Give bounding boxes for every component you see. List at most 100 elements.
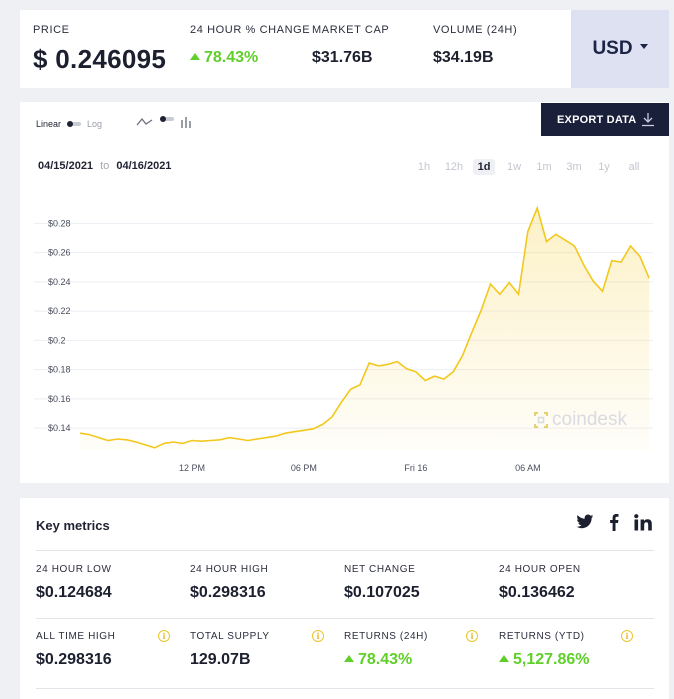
range-1h[interactable]: 1h xyxy=(409,161,439,173)
divider xyxy=(36,550,654,551)
range-1w[interactable]: 1w xyxy=(499,161,529,173)
chevron-down-icon xyxy=(639,44,648,49)
info-icon[interactable]: i xyxy=(621,630,633,642)
range-3m[interactable]: 3m xyxy=(559,161,589,173)
metric-label: ALL TIME HIGH xyxy=(36,631,116,642)
export-label: EXPORT DATA xyxy=(557,113,637,126)
log-label: Log xyxy=(87,119,103,129)
y-tick-label: $0.14 xyxy=(48,423,71,433)
range-label: 3m xyxy=(566,161,582,173)
watermark-text: coindesk xyxy=(552,409,627,430)
chart-type-toggle xyxy=(160,116,174,122)
currency-symbol: $ xyxy=(33,44,48,74)
price-chart: $0.14$0.16$0.18$0.2$0.22$0.24$0.26$0.28 … xyxy=(34,205,653,473)
chart-type-switch[interactable] xyxy=(160,116,174,122)
market-cap-value: $31.76B xyxy=(312,49,373,66)
metric-number: $0.136462 xyxy=(499,584,575,601)
info-icon[interactable]: i xyxy=(466,630,478,642)
metric-value: 129.07B xyxy=(190,651,251,669)
twitter-icon[interactable] xyxy=(576,514,594,530)
range-label: 1h xyxy=(417,161,431,173)
price-chart-card: $0.14 $0.16 $0.18 $0.2 $0.22 $0.24 $0.26 $0.28 … xyxy=(20,102,669,483)
metric-24-hour-high: 24 HOUR HIGH $0.298316 xyxy=(190,564,340,604)
up-arrow-icon xyxy=(499,655,509,662)
range-label: 12h xyxy=(444,161,464,173)
up-arrow-icon xyxy=(190,53,200,60)
change-value: 78.43% xyxy=(190,49,258,67)
y-tick-label: $0.26 xyxy=(48,248,71,258)
metric-number: 5,127.86% xyxy=(513,651,590,668)
range-all[interactable]: all xyxy=(619,161,649,173)
key-metrics-title: Key metrics xyxy=(36,518,110,533)
metric-number: $0.298316 xyxy=(190,584,266,601)
time-range-selector: 1h 12h 1d 1w 1m 3m 1y all xyxy=(409,159,649,175)
range-12h[interactable]: 12h xyxy=(439,161,469,173)
price-line xyxy=(79,205,650,449)
metric-label: 24 HOUR OPEN xyxy=(499,564,581,575)
metric-total-supply: TOTAL SUPPLY 129.07B i xyxy=(190,630,340,671)
metric-returns-24h: RETURNS (24H) 78.43% i xyxy=(344,630,494,671)
price-label: PRICE xyxy=(33,24,70,36)
x-tick-label: 12 PM xyxy=(179,463,205,473)
x-tick-label: 06 PM xyxy=(291,463,317,473)
price-header: PRICE $ 0.246095 24 HOUR % CHANGE 78.43%… xyxy=(20,10,669,88)
linkedin-icon[interactable] xyxy=(634,514,654,531)
range-label: 1m xyxy=(536,161,552,173)
currency-dropdown[interactable]: USD xyxy=(571,10,669,88)
range-1m[interactable]: 1m xyxy=(529,161,559,173)
currency-label: USD xyxy=(592,38,633,59)
volume-label: VOLUME (24H) xyxy=(433,24,518,36)
y-tick-label: $0.18 xyxy=(48,365,71,375)
market-cap-label: MARKET CAP xyxy=(312,24,390,36)
metric-value: 78.43% xyxy=(344,651,412,669)
facebook-icon[interactable] xyxy=(609,513,619,531)
divider xyxy=(36,688,654,689)
price-number: 0.246095 xyxy=(55,44,167,74)
range-1d[interactable]: 1d xyxy=(469,159,499,175)
info-icon[interactable]: i xyxy=(158,630,170,642)
metric-value: $0.124684 xyxy=(36,584,112,602)
range-label: all xyxy=(628,161,640,173)
price-value: $ 0.246095 xyxy=(33,44,166,75)
range-1y[interactable]: 1y xyxy=(589,161,619,173)
date-from[interactable]: 04/15/2021 xyxy=(38,160,94,172)
metric-label: 24 HOUR LOW xyxy=(36,564,112,575)
metric-value: $0.107025 xyxy=(344,584,420,602)
line-chart-type-button[interactable] xyxy=(136,117,153,127)
x-tick-label: Fri 16 xyxy=(404,463,427,473)
metric-net-change: NET CHANGE $0.107025 xyxy=(344,564,494,604)
metric-value: $0.298316 xyxy=(190,584,266,602)
bar-chart-type-button[interactable] xyxy=(180,116,192,128)
scale-switch[interactable] xyxy=(67,121,82,127)
y-tick-label: $0.2 xyxy=(48,335,66,345)
key-metrics-card: Key metrics 24 HOUR LOW $0.124684 24 HOUR … xyxy=(20,498,669,699)
metric-label: RETURNS (24H) xyxy=(344,631,428,642)
metric-all-time-high: ALL TIME HIGH $0.298316 i xyxy=(36,630,186,671)
metric-number: $0.124684 xyxy=(36,584,112,601)
range-label: 1w xyxy=(506,161,522,173)
info-icon[interactable]: i xyxy=(312,630,324,642)
date-to[interactable]: 04/16/2021 xyxy=(116,160,172,172)
y-tick-label: $0.22 xyxy=(48,306,71,316)
x-tick-label: 06 AM xyxy=(515,463,541,473)
metric-label: TOTAL SUPPLY xyxy=(190,631,270,642)
metric-number: 129.07B xyxy=(190,651,251,668)
y-tick-label: $0.24 xyxy=(48,277,71,287)
metric-value: 5,127.86% xyxy=(499,651,590,669)
metric-number: 78.43% xyxy=(358,651,413,668)
up-arrow-icon xyxy=(344,655,354,662)
metric-value: $0.298316 xyxy=(36,651,112,669)
y-tick-label: $0.16 xyxy=(48,394,71,404)
bar-chart-icon xyxy=(181,117,191,128)
price-area xyxy=(80,208,650,450)
export-data-button[interactable]: EXPORT DATA xyxy=(541,103,669,136)
metric-label: 24 HOUR HIGH xyxy=(190,564,269,575)
metric-label: RETURNS (YTD) xyxy=(499,631,585,642)
range-label: 1d xyxy=(472,159,496,175)
coindesk-logo-icon xyxy=(534,412,548,428)
metric-value: $0.136462 xyxy=(499,584,575,602)
date-range[interactable]: 04/15/2021 to 04/16/2021 xyxy=(38,160,171,172)
line-chart-icon xyxy=(136,117,153,126)
scale-toggle[interactable]: Linear Log xyxy=(36,119,102,129)
metric-returns-ytd: RETURNS (YTD) 5,127.86% i xyxy=(499,630,649,671)
